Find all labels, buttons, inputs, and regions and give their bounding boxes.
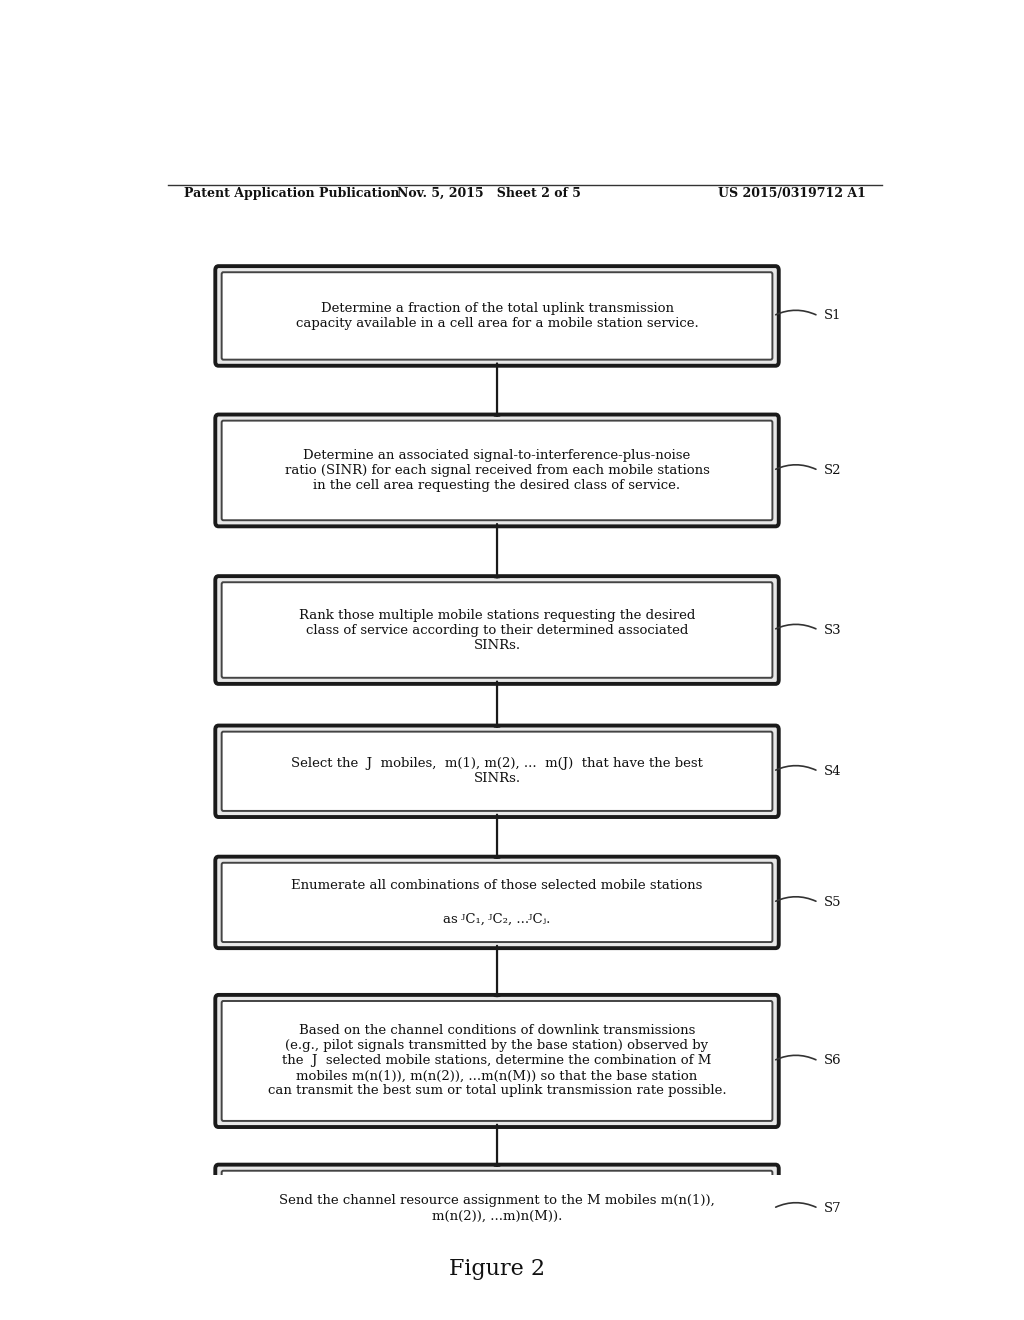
- FancyBboxPatch shape: [221, 582, 772, 677]
- Text: Nov. 5, 2015   Sheet 2 of 5: Nov. 5, 2015 Sheet 2 of 5: [397, 187, 581, 199]
- FancyBboxPatch shape: [221, 1171, 772, 1246]
- FancyBboxPatch shape: [221, 272, 772, 359]
- Text: Based on the channel conditions of downlink transmissions
(e.g., pilot signals t: Based on the channel conditions of downl…: [267, 1024, 726, 1097]
- Text: as ᴶC₁, ᴶC₂, ...ᴶCⱼ.: as ᴶC₁, ᴶC₂, ...ᴶCⱼ.: [443, 913, 551, 927]
- FancyBboxPatch shape: [221, 1001, 772, 1121]
- Text: S6: S6: [824, 1055, 842, 1068]
- Text: Enumerate all combinations of those selected mobile stations: Enumerate all combinations of those sele…: [292, 879, 702, 891]
- FancyBboxPatch shape: [215, 726, 779, 817]
- FancyBboxPatch shape: [215, 576, 779, 684]
- FancyBboxPatch shape: [215, 857, 779, 948]
- Text: S4: S4: [824, 764, 842, 777]
- Text: S7: S7: [824, 1201, 842, 1214]
- FancyBboxPatch shape: [215, 267, 779, 366]
- Text: S5: S5: [824, 896, 842, 909]
- Text: S2: S2: [824, 463, 842, 477]
- FancyBboxPatch shape: [215, 1164, 779, 1253]
- Text: Rank those multiple mobile stations requesting the desired
class of service acco: Rank those multiple mobile stations requ…: [299, 609, 695, 652]
- FancyBboxPatch shape: [221, 421, 772, 520]
- Text: Send the channel resource assignment to the M mobiles m(n(1)),
m(n(2)), ...m)n(M: Send the channel resource assignment to …: [280, 1195, 715, 1222]
- Text: S3: S3: [824, 623, 842, 636]
- FancyBboxPatch shape: [221, 731, 772, 810]
- Text: Select the  J  mobiles,  m(1), m(2), ...  m(J)  that have the best
SINRs.: Select the J mobiles, m(1), m(2), ... m(…: [291, 758, 702, 785]
- FancyBboxPatch shape: [221, 863, 772, 942]
- FancyBboxPatch shape: [215, 414, 779, 527]
- Text: Patent Application Publication: Patent Application Publication: [183, 187, 399, 199]
- Text: Determine an associated signal-to-interference-plus-noise
ratio (SINR) for each : Determine an associated signal-to-interf…: [285, 449, 710, 492]
- FancyBboxPatch shape: [215, 995, 779, 1127]
- Text: Determine a fraction of the total uplink transmission
capacity available in a ce: Determine a fraction of the total uplink…: [296, 302, 698, 330]
- Text: Figure 2: Figure 2: [450, 1258, 545, 1280]
- Text: US 2015/0319712 A1: US 2015/0319712 A1: [718, 187, 866, 199]
- Text: S1: S1: [824, 309, 842, 322]
